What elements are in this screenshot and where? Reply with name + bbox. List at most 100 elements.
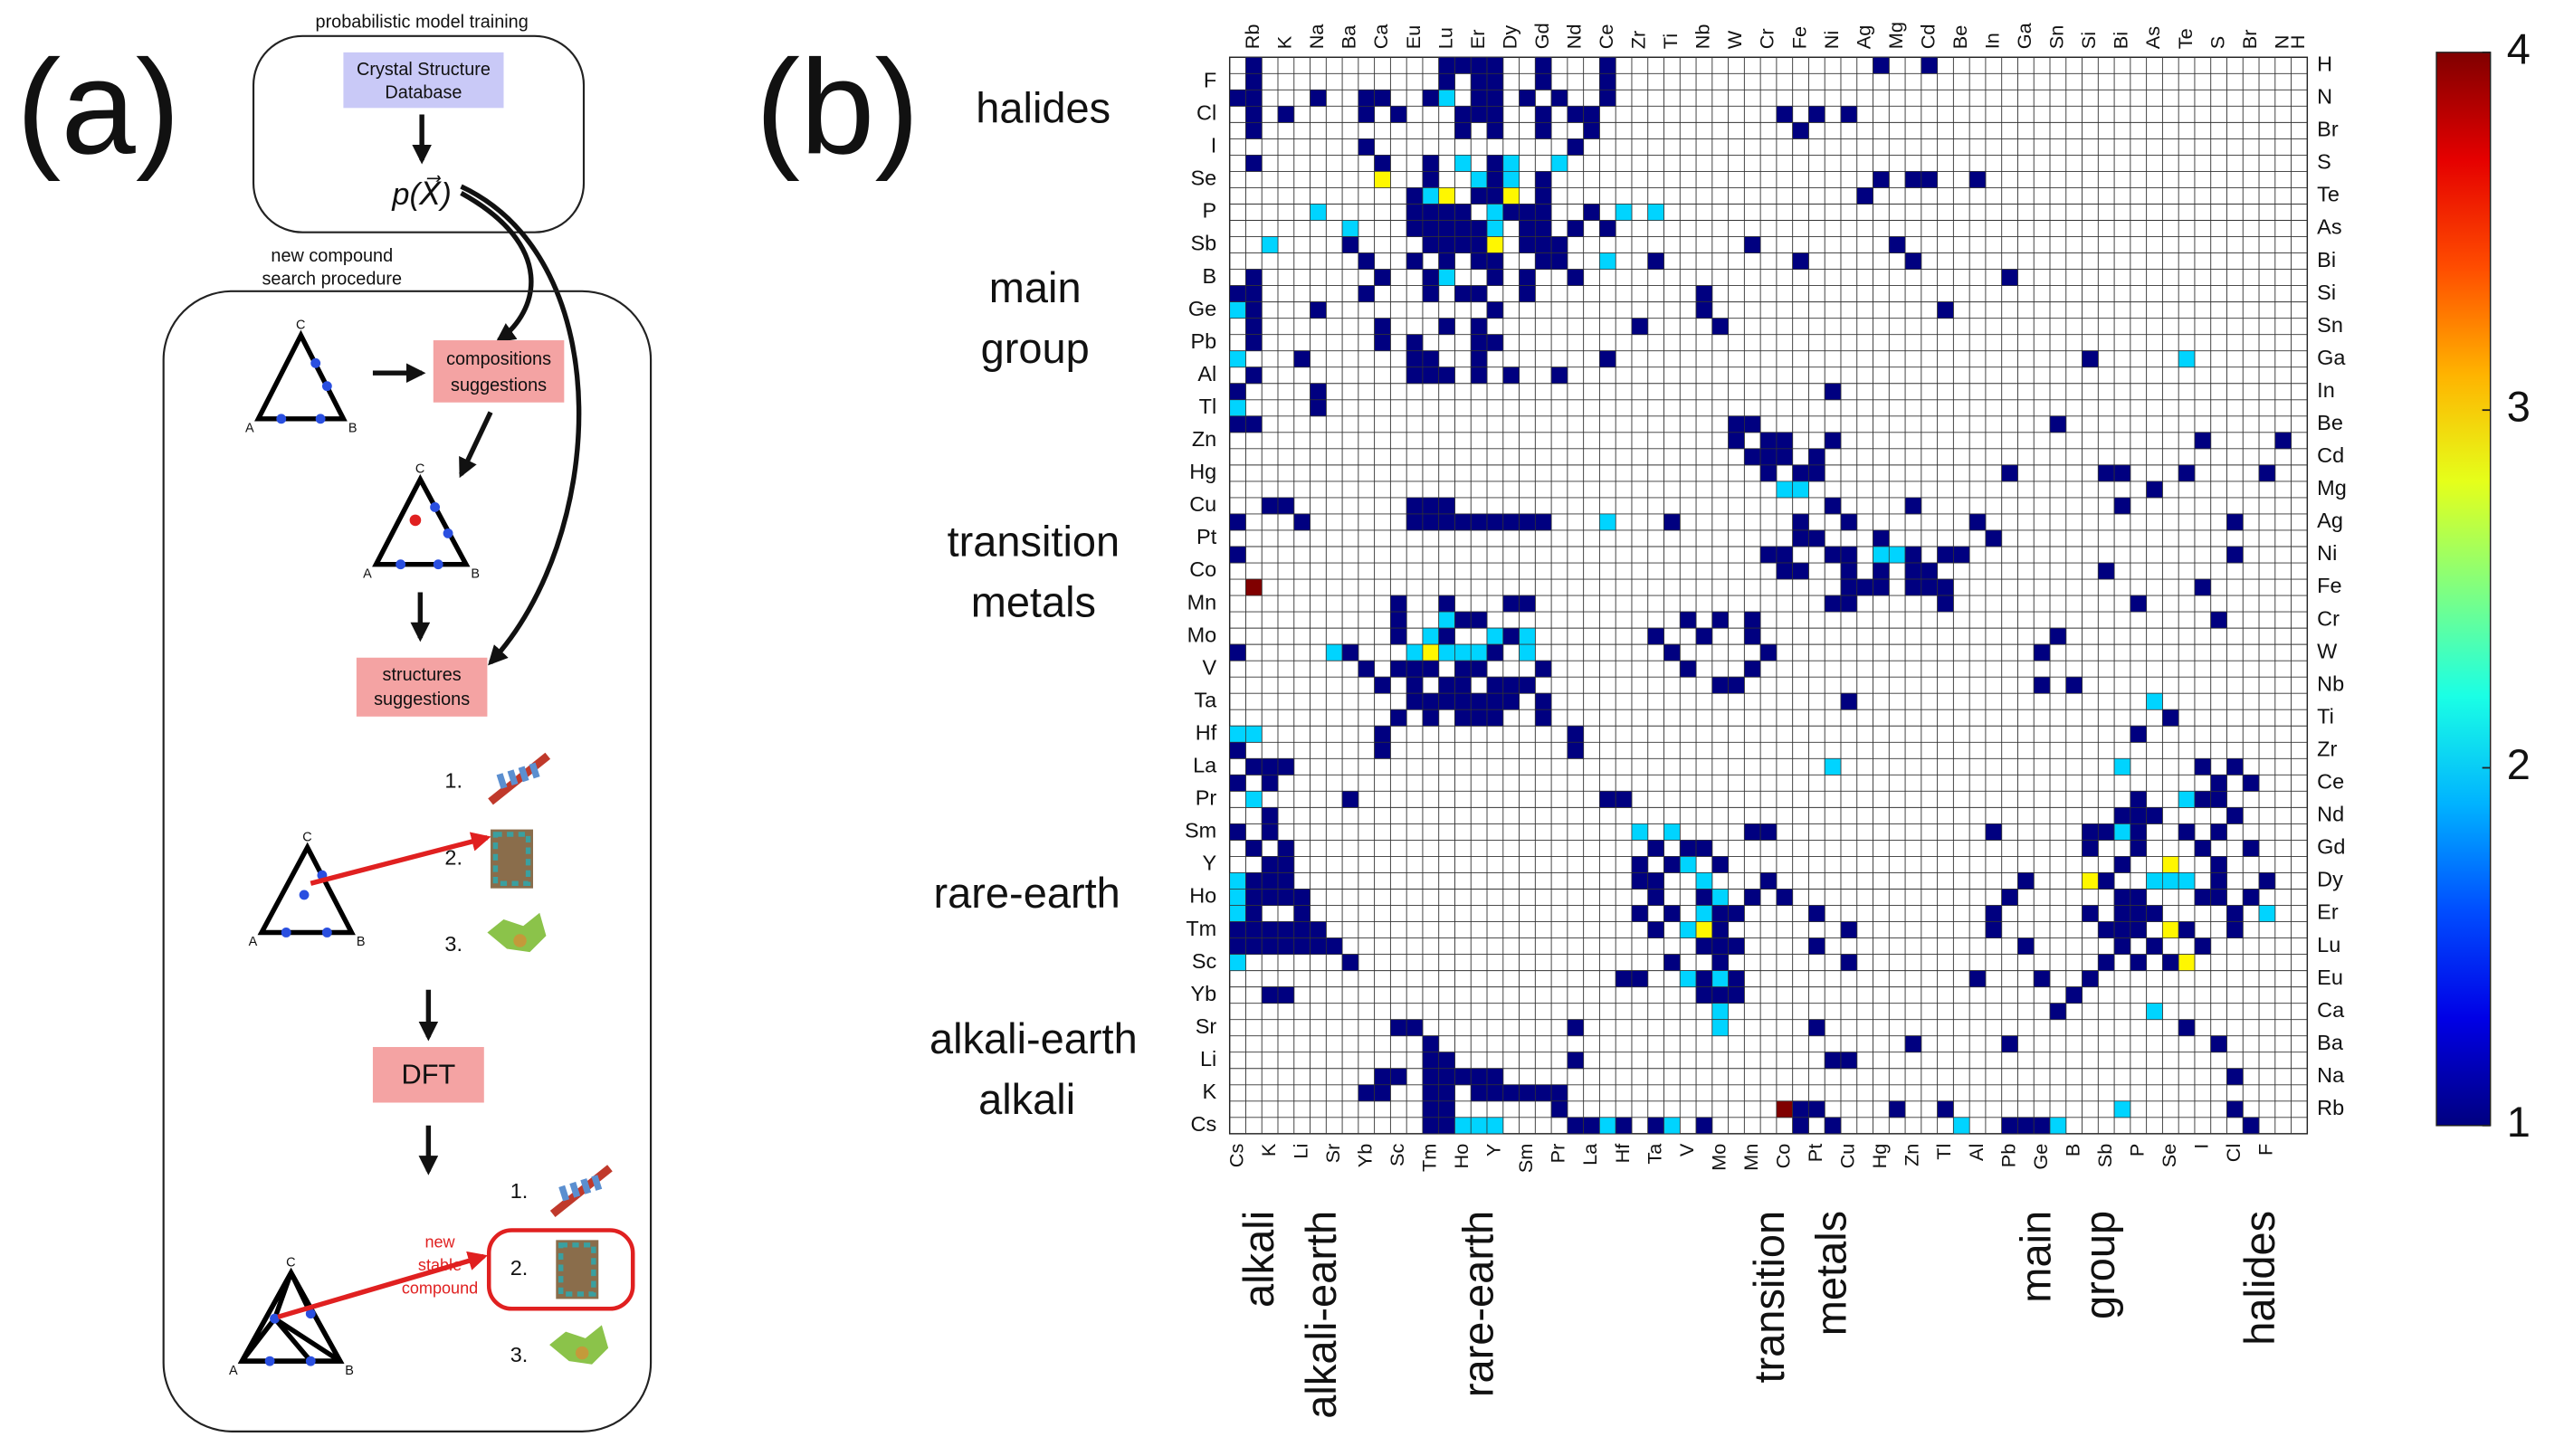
- cell: [2242, 889, 2260, 906]
- rank: 1.: [510, 1179, 529, 1203]
- cell: [1921, 578, 1938, 596]
- cell: [2113, 464, 2131, 482]
- vertex-label: C: [296, 319, 305, 333]
- curve-arrow: [460, 190, 534, 343]
- cell: [1358, 138, 1375, 156]
- cell: [1486, 709, 1504, 727]
- cell: [1824, 757, 1842, 776]
- cell: [1759, 823, 1778, 841]
- cell: [1647, 872, 1664, 890]
- dot: [305, 1356, 316, 1366]
- cell: [1374, 171, 1391, 188]
- cell: [1374, 725, 1391, 743]
- cell: [1470, 187, 1488, 205]
- cell: [1743, 627, 1761, 645]
- row-label: Sn: [2317, 313, 2343, 337]
- cell: [2130, 807, 2147, 824]
- cell: [1422, 366, 1440, 385]
- cell: [1695, 872, 1713, 890]
- cell: [2258, 464, 2276, 482]
- dot: [315, 414, 326, 424]
- database-text: Database: [385, 82, 462, 102]
- cell: [2001, 269, 2018, 286]
- cell: [1470, 660, 1488, 678]
- cell: [1711, 318, 1729, 336]
- cell: [1550, 366, 1568, 385]
- cell: [2130, 889, 2147, 906]
- cell: [1776, 889, 1794, 906]
- panel-label: (b): [756, 33, 920, 182]
- cell: [1873, 529, 1890, 547]
- panel-a: (a) probabilistic model training Crystal…: [16, 13, 653, 1432]
- cell: [1679, 660, 1697, 678]
- cell: [1534, 252, 1552, 270]
- cell: [1921, 171, 1938, 188]
- cell: [2210, 856, 2227, 873]
- column-label: K: [1273, 35, 1296, 49]
- row-group-label: transition: [948, 517, 1120, 565]
- cell: [2146, 905, 2163, 922]
- cell: [1679, 921, 1697, 938]
- column-label: Mn: [1740, 1144, 1762, 1171]
- column-label: Ni: [1820, 31, 1843, 49]
- column-label: Lu: [1434, 27, 1456, 49]
- cell: [1422, 220, 1440, 237]
- cell: [1519, 204, 1536, 221]
- cell: [1422, 692, 1440, 710]
- cell: [1310, 399, 1327, 417]
- cell: [1406, 334, 1424, 352]
- cell: [1229, 513, 1246, 531]
- cell: [1743, 236, 1761, 253]
- column-label: Se: [2158, 1144, 2180, 1168]
- cell: [1631, 823, 1649, 841]
- column-label: K: [1257, 1143, 1280, 1156]
- cell: [1341, 236, 1359, 253]
- cell: [1293, 513, 1311, 531]
- row-label: Hg: [1189, 460, 1216, 483]
- cell: [1711, 970, 1729, 987]
- cell: [1422, 513, 1440, 531]
- cell: [1229, 383, 1246, 401]
- search-box: [162, 290, 653, 1432]
- cell: [1711, 676, 1729, 694]
- row-label: Tm: [1186, 917, 1216, 940]
- cell: [1743, 823, 1761, 841]
- structure-icon: [549, 1165, 613, 1365]
- cell: [2210, 774, 2227, 792]
- cell: [1486, 122, 1504, 139]
- column-label: Hf: [1611, 1143, 1634, 1164]
- cell: [1534, 513, 1552, 531]
- cell: [1261, 889, 1279, 906]
- cell: [1776, 1100, 1794, 1118]
- compositions-box: [433, 340, 565, 403]
- cell: [1985, 823, 2003, 841]
- row-label: Co: [1189, 557, 1216, 581]
- cell: [1486, 692, 1504, 710]
- cell: [1904, 578, 1922, 596]
- training-title: probabilistic model training: [316, 13, 529, 33]
- cell: [1470, 89, 1488, 107]
- red-arrow: [277, 1251, 488, 1319]
- cell: [1341, 790, 1359, 808]
- cell: [1261, 937, 1279, 955]
- cell: [1631, 970, 1649, 987]
- column-label: Hg: [1868, 1144, 1891, 1169]
- cell: [2113, 807, 2131, 824]
- column-label: Y: [1482, 1144, 1505, 1156]
- vertex-label: B: [471, 566, 480, 581]
- cell: [1599, 252, 1616, 270]
- cell: [2033, 970, 2051, 987]
- column-label: Na: [1305, 24, 1328, 50]
- cell: [1695, 1117, 1713, 1135]
- cell: [1438, 269, 1455, 286]
- row-label: K: [1203, 1080, 1217, 1103]
- cell: [2097, 954, 2115, 971]
- cell: [1519, 595, 1536, 613]
- cell: [1583, 105, 1600, 123]
- cell: [1695, 937, 1713, 955]
- vertex-label: B: [345, 1364, 354, 1378]
- cell: [1454, 204, 1472, 221]
- cell: [1937, 595, 1954, 613]
- cell: [1776, 448, 1794, 466]
- vertex-label: B: [357, 935, 366, 949]
